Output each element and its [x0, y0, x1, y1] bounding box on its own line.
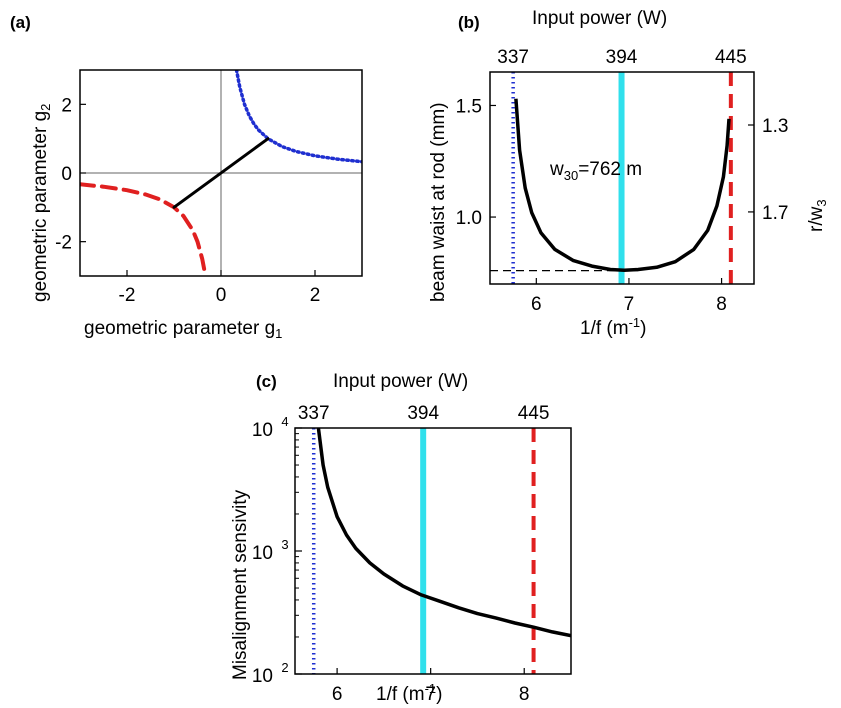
panel-c-ytick-exponent: 2 [281, 660, 288, 675]
panel-b-xtick-label: 7 [624, 294, 635, 315]
panel-b-ticks: 6 7 8 1.0 1.5 337 394 445 1.3 1.7 [456, 47, 789, 315]
panel-a-label: (a) [10, 13, 31, 32]
panel-c-top-axis-label: Input power (W) [333, 371, 468, 392]
panel-b-right-label: r/w3 [806, 199, 829, 232]
panel-b-xtick-label: 8 [716, 294, 727, 315]
panel-a-ytick-label: 2 [61, 95, 72, 116]
panel-b-xtick-label: 6 [531, 294, 542, 315]
panel-c-ytick-label: 10 [252, 420, 273, 441]
panel-b-right-tick-label: 1.3 [762, 116, 788, 137]
panel-c-ytick-label: 10 [252, 543, 273, 564]
panel-b-right-tick-label: 1.7 [762, 203, 788, 224]
panel-b-frame [489, 71, 755, 285]
panel-c-top-tick-label: 337 [298, 403, 330, 424]
panel-b-annotation: w30=762 m [549, 159, 642, 183]
panel-b-label: (b) [458, 13, 480, 32]
panel-c-ytick-label: 10 [252, 666, 273, 687]
panel-b: (b) Input power (W) 6 7 8 1.0 1.5 337 394 445 1.… [428, 8, 829, 339]
panel-b-top-tick-label: 394 [606, 47, 638, 68]
panel-b-waist-curve [514, 98, 731, 272]
panel-c-frame [294, 427, 572, 675]
panel-c-sensitivity-curve [316, 428, 571, 638]
panel-a-xlabel: geometric parameter g1 [84, 318, 282, 341]
panel-c-xtick-label: 7 [425, 684, 436, 705]
panel-a-ytick-label: 0 [61, 164, 72, 185]
panel-b-ytick-label: 1.0 [456, 208, 482, 229]
panel-c-plot-area [311, 428, 571, 674]
panel-b-ylabel: beam waist at rod (mm) [428, 102, 449, 302]
panel-c: (c) Input power (W) 6 7 8 10 2 10 3 10 4 337 394 44… [230, 371, 572, 705]
panel-c-top-tick-label: 394 [407, 403, 439, 424]
panel-a-series-dotted [234, 70, 362, 164]
panel-a-ylabel: geometric parameter g2 [30, 104, 53, 302]
panel-c-xtick-label: 8 [519, 684, 530, 705]
panel-a-xtick-label: 2 [310, 285, 321, 306]
panel-c-ticks: 6 7 8 10 2 10 3 10 4 337 394 445 [252, 403, 550, 705]
panel-c-ylabel: Misalignment sensivity [230, 489, 251, 680]
panel-c-top-tick-label: 445 [518, 403, 550, 424]
panel-c-xlabel: 1/f (m-1) [376, 681, 442, 705]
panel-a-xtick-label: 0 [216, 285, 227, 306]
panel-b-xlabel: 1/f (m-1) [580, 315, 646, 339]
panel-a-series-solid [172, 137, 270, 209]
panel-a-ticks: -2 0 2 -2 0 2 [55, 95, 320, 306]
panel-c-label: (c) [256, 372, 277, 391]
panel-a-ytick-label: -2 [55, 233, 72, 254]
panel-b-top-axis-label: Input power (W) [532, 8, 667, 29]
panel-a-xtick-label: -2 [119, 285, 136, 306]
panel-c-ytick-exponent: 4 [281, 414, 288, 429]
panel-c-xtick-label: 6 [332, 684, 343, 705]
panel-b-top-tick-label: 337 [497, 47, 529, 68]
panel-b-top-tick-label: 445 [715, 47, 747, 68]
panel-b-ytick-label: 1.5 [456, 96, 482, 117]
panel-c-ytick-exponent: 3 [281, 537, 288, 552]
panel-a-plot-area [80, 70, 362, 276]
panel-b-plot-area [490, 72, 733, 284]
panel-a: (a) -2 0 2 -2 0 2 geometric parameter g1 geom… [10, 13, 363, 341]
